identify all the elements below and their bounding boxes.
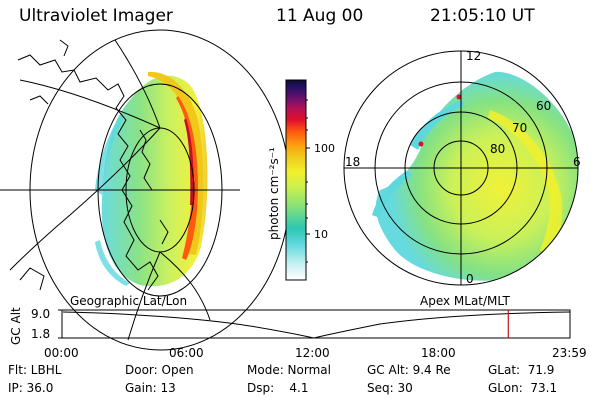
polar-map: 12 18 6 0 60 70 80 bbox=[343, 49, 581, 286]
colorbar-tick-label-100: 100 bbox=[314, 142, 335, 155]
ip-readout: IP: 36.0 bbox=[8, 381, 54, 395]
mlt-label-18: 18 bbox=[345, 155, 360, 169]
timeline-right-label: Apex MLat/MLT bbox=[420, 294, 510, 308]
geo-emission-band bbox=[176, 96, 198, 260]
door-readout: Door: Open bbox=[125, 363, 194, 377]
meridian-5 bbox=[159, 251, 211, 321]
time-tick-1200: 12:00 bbox=[295, 346, 330, 360]
timeline-y-tick-1.8: 1.8 bbox=[31, 327, 50, 341]
lat-label-60: 60 bbox=[536, 99, 551, 113]
time-tick-1800: 18:00 bbox=[421, 346, 456, 360]
glon-readout: GLon: 73.1 bbox=[488, 381, 558, 395]
polar-hotspot-1 bbox=[456, 94, 462, 100]
seq-readout: Seq: 30 bbox=[367, 381, 413, 395]
timeline-left-label: Geographic Lat/Lon bbox=[70, 294, 187, 308]
mlt-label-12: 12 bbox=[466, 49, 481, 63]
time-tick-0600: 06:00 bbox=[169, 346, 204, 360]
polar-hotspot-2 bbox=[418, 141, 424, 147]
geo-emission bbox=[101, 75, 208, 287]
observation-date: 11 Aug 00 bbox=[276, 6, 364, 26]
meridian-3 bbox=[127, 251, 161, 341]
filter-readout: Flt: LBHL bbox=[8, 363, 62, 377]
timeline-y-axis-label: GC Alt bbox=[9, 307, 23, 345]
lat-label-80: 80 bbox=[490, 142, 505, 156]
polar-emission bbox=[375, 71, 578, 281]
dsp-readout: Dsp: 4.1 bbox=[247, 381, 309, 395]
geo-emission-edge bbox=[148, 71, 204, 255]
polar-emission-speckle bbox=[372, 100, 464, 218]
geographic-image bbox=[0, 29, 291, 351]
altitude-timeline: Geographic Lat/Lon Apex MLat/MLT GC Alt … bbox=[9, 294, 587, 360]
meridian-2 bbox=[114, 39, 161, 129]
colorbar: 100 10 photon cm⁻²s⁻¹ bbox=[267, 79, 335, 281]
mlt-label-0: 0 bbox=[466, 272, 474, 286]
timeline-y-tick-9: 9.0 bbox=[31, 307, 50, 321]
meridian-4 bbox=[19, 79, 161, 129]
colorbar-scale bbox=[285, 79, 307, 281]
gc-alt-readout: GC Alt: 9.4 Re bbox=[367, 363, 451, 377]
time-tick-0000: 00:00 bbox=[44, 346, 79, 360]
mode-readout: Mode: Normal bbox=[247, 363, 331, 377]
colorbar-tick-label-10: 10 bbox=[314, 228, 328, 241]
gain-readout: Gain: 13 bbox=[125, 381, 176, 395]
observation-time: 21:05:10 UT bbox=[430, 6, 535, 26]
meridian-1 bbox=[9, 127, 161, 271]
altitude-curve bbox=[62, 311, 571, 339]
glat-readout: GLat: 71.9 bbox=[488, 363, 555, 377]
time-tick-2359: 23:59 bbox=[552, 346, 587, 360]
colorbar-unit-label: photon cm⁻²s⁻¹ bbox=[267, 147, 281, 240]
geo-emission-core bbox=[184, 118, 194, 205]
geo-emission-speckle bbox=[95, 115, 130, 286]
mlt-label-6: 6 bbox=[573, 155, 581, 169]
lat-label-70: 70 bbox=[512, 121, 527, 135]
coastline bbox=[17, 39, 169, 291]
instrument-title: Ultraviolet Imager bbox=[19, 6, 173, 26]
